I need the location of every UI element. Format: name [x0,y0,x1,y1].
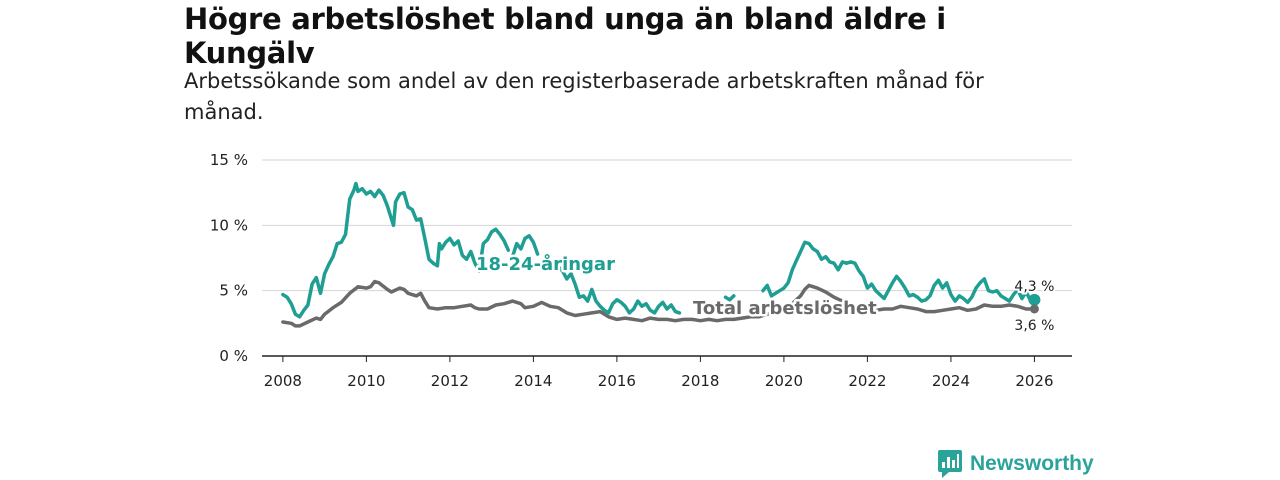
series-line-youth-segment [477,227,511,273]
label-layer: 18-24-åringar Total arbetslöshet 4,3 % 3,6 … [474,251,1057,336]
series-line-youth-segment [569,271,682,315]
x-tick-label: 2008 [264,372,302,390]
end-marker-youth [1028,293,1041,306]
end-marker-total [1029,304,1039,314]
axis-layer: 0 % 5 % 10 % 15 % 2008 2010 2012 2014 2016 2018 20… [210,151,1054,390]
end-value-youth: 4,3 % [1014,279,1054,295]
series-line-youth-segment [554,262,573,281]
y-tick-label: 15 % [210,151,248,169]
series-label-total: Total arbetslöshet [693,298,877,319]
series-line-youth [281,181,481,319]
x-tick-label: 2014 [514,372,552,390]
grid-layer [262,159,1072,357]
y-tick-label: 10 % [210,216,248,234]
x-tick-label: 2012 [431,372,469,390]
x-tick-label: 2010 [347,372,385,390]
x-tick-label: 2018 [681,372,719,390]
series-line-youth-segment [510,234,540,259]
y-tick-label: 5 % [219,282,248,300]
x-tick-label: 2020 [765,372,803,390]
x-tick-label: 2022 [848,372,886,390]
brand-name: Newsworthy [970,452,1094,475]
newsworthy-logo[interactable]: Newsworthy [937,449,1094,479]
series-layer [281,181,1037,328]
series-label-youth: 18-24-åringar [476,253,615,275]
y-tick-label: 0 % [219,347,248,365]
x-tick-label: 2024 [932,372,970,390]
chart-subtitle: Arbetssökande som andel av den registerb… [184,69,984,124]
end-value-total: 3,6 % [1014,318,1054,334]
series-line-total [281,279,1037,328]
series-line-youth-segment [761,240,1037,305]
x-tick-label: 2026 [1015,372,1053,390]
bar-chart-logo-icon [938,450,962,478]
chart-title: Högre arbetslöshet bland unga än bland ä… [184,2,946,70]
x-tick-label: 2016 [598,372,636,390]
series-line-youth-segment [723,294,736,302]
